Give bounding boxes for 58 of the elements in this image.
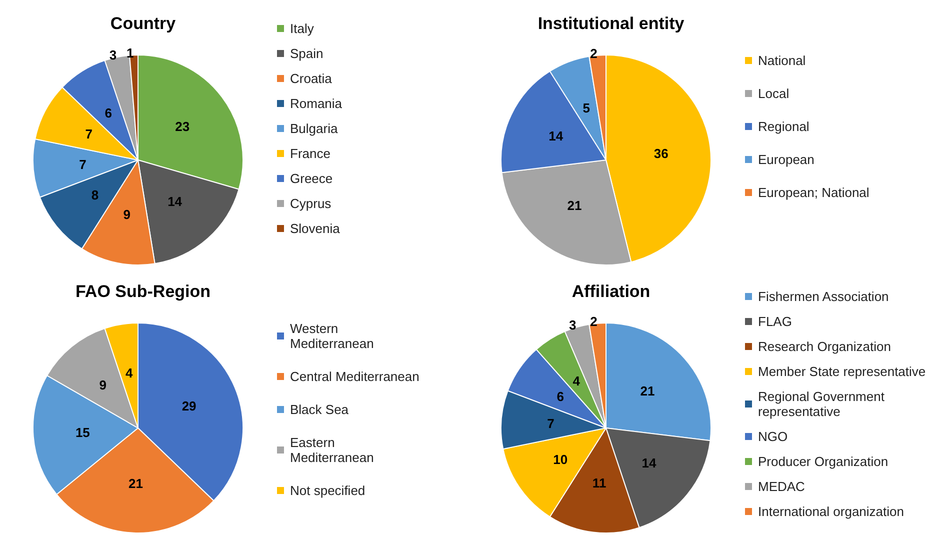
data-label: 14 (642, 456, 657, 471)
data-label: 21 (128, 476, 143, 491)
data-label: 9 (123, 206, 131, 222)
legend-label: Romania (290, 96, 343, 111)
data-label: 21 (567, 198, 582, 214)
legend-label: Spain (290, 46, 324, 61)
legend-label: Not specified (290, 483, 366, 498)
data-label: 7 (79, 156, 86, 172)
legend-label: Producer Organization (758, 454, 888, 469)
data-label: 21 (640, 384, 655, 399)
data-label: 5 (582, 100, 590, 116)
data-label: 10 (553, 452, 568, 468)
chart-title: FAO Sub-Region (75, 282, 211, 301)
data-label: 1 (126, 46, 134, 61)
legend-label: Eastern Mediterranean (290, 435, 374, 465)
legend-label: Fishermen Association (758, 289, 889, 304)
data-label: 9 (99, 378, 107, 393)
data-label: 11 (592, 476, 606, 491)
legend-label: NGO (758, 429, 788, 444)
data-label: 4 (572, 374, 581, 389)
legend-label: National (758, 53, 806, 68)
legend-label: Bulgaria (290, 121, 338, 136)
legend-label: Italy (290, 21, 314, 36)
legend-label: Croatia (290, 71, 333, 86)
chart-title: Affiliation (572, 282, 650, 301)
legend-label: Regional Government representative (758, 389, 888, 419)
data-label: 36 (654, 146, 668, 161)
legend-label: Research Organization (758, 339, 891, 354)
legend-label: International organization (758, 504, 904, 519)
data-label: 23 (175, 119, 190, 134)
data-label: 7 (85, 126, 92, 142)
legend-label: Local (758, 86, 790, 101)
legend-label: Slovenia (290, 221, 341, 236)
legend-label: Western Mediterranean (290, 321, 374, 351)
data-label: 3 (109, 48, 117, 63)
legend-label: Regional (758, 119, 810, 134)
legend-label: European; National (758, 185, 870, 200)
data-label: 6 (104, 106, 112, 121)
legend-label: Member State representative (758, 364, 926, 379)
legend-label: Cyprus (290, 196, 332, 211)
legend-label: FLAG (758, 314, 792, 329)
legend-label: Central Mediterranean (290, 369, 420, 384)
data-label: 15 (75, 424, 90, 440)
data-label: 14 (168, 194, 183, 210)
data-label: 7 (547, 416, 554, 432)
data-label: 14 (548, 128, 564, 144)
data-label: 29 (182, 398, 196, 414)
data-label: 8 (91, 188, 99, 203)
data-label: 6 (556, 388, 564, 404)
chart-title: Country (110, 14, 176, 33)
legend-label: Black Sea (290, 402, 350, 417)
data-label: 3 (568, 318, 576, 333)
legend-label: European (758, 152, 814, 167)
chart-title: Institutional entity (538, 14, 685, 33)
legend-label: Greece (290, 171, 333, 186)
data-label: 4 (125, 366, 134, 381)
legend-label: MEDAC (758, 479, 805, 494)
legend-label: France (290, 146, 330, 161)
